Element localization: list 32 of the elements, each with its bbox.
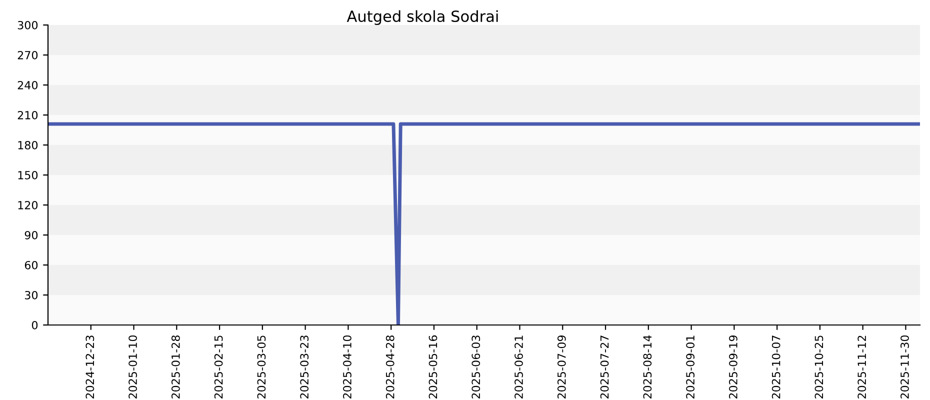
x-tick-label: 2025-03-05 (257, 336, 266, 398)
x-tick-label: 2025-01-10 (128, 335, 137, 398)
x-tick-label: 2025-07-09 (557, 336, 566, 398)
y-tick-label: 90 (24, 230, 38, 240)
y-tick-label: 270 (18, 50, 38, 60)
y-tick-label: 30 (24, 290, 38, 300)
y-tick-label: 120 (18, 200, 38, 210)
x-tick-label: 2025-08-14 (643, 335, 652, 398)
x-tick-label: 2025-11-12 (858, 336, 866, 398)
x-tick-label: 2025-10-25 (814, 336, 824, 398)
chart-title: Autged skola Sodrai (346, 10, 498, 25)
x-tick-label: 2025-09-19 (728, 336, 738, 398)
y-tick-label: 240 (18, 80, 38, 90)
x-tick-label: 2025-09-01 (686, 336, 695, 398)
x-tick-label: 2025-01-28 (171, 335, 180, 398)
x-tick-label: 2025-03-23 (300, 336, 309, 398)
x-tick-label: 2025-10-07 (772, 336, 780, 398)
x-tick-label: 2025-02-15 (214, 336, 223, 398)
y-tick-label: 210 (18, 110, 38, 120)
y-tick-label: 0 (32, 320, 38, 330)
y-tick-label: 150 (18, 170, 38, 180)
x-tick-label: 2025-05-16 (428, 335, 438, 398)
y-tick-label: 180 (18, 140, 38, 150)
y-tick-label: 60 (24, 260, 38, 270)
x-tick-label: 2025-06-03 (472, 336, 480, 398)
x-tick-label: 2025-04-10 (343, 335, 352, 398)
y-tick-label: 300 (18, 20, 38, 30)
x-tick-label: 2025-06-21 (514, 336, 523, 398)
x-tick-label: 2025-07-27 (600, 336, 609, 398)
x-tick-label: 2025-04-28 (386, 335, 394, 398)
x-tick-label: 2024-12-23 (86, 336, 94, 398)
x-tick-label: 2025-11-30 (900, 335, 909, 398)
